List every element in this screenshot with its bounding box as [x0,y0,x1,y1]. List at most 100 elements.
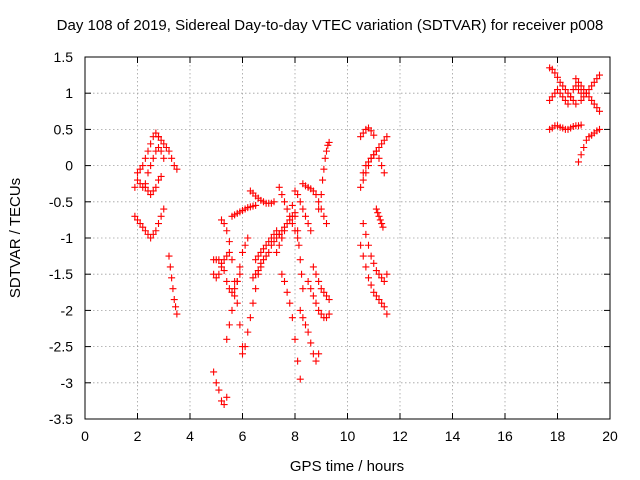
data-point [299,314,307,322]
x-tick-label: 16 [497,428,513,444]
data-point [288,220,296,228]
data-point [139,162,147,170]
series-arc-5f [372,205,387,231]
data-point [299,285,307,293]
data-point [273,227,281,235]
data-point [321,154,329,162]
data-point [212,379,220,387]
data-point [281,198,288,206]
data-point [275,241,283,249]
y-tick-label: -1.5 [49,266,73,282]
data-point [370,131,378,139]
data-point [564,100,572,108]
data-point [317,191,325,199]
data-point [281,227,288,235]
data-point [157,136,165,144]
data-point [152,183,160,191]
data-point [294,234,302,242]
data-point [134,176,141,184]
x-tick-label: 12 [392,428,408,444]
data-point [317,310,325,318]
data-point [160,205,168,213]
series-arc-2g [228,201,260,220]
data-point [218,216,225,224]
data-point [372,205,380,213]
data-point [249,274,257,282]
data-point [593,104,601,112]
data-point [168,154,176,162]
data-point [294,357,302,365]
x-tick-label: 14 [445,428,461,444]
data-point [218,263,225,271]
data-point [309,263,317,271]
data-point [307,285,315,293]
data-point [223,227,231,235]
data-point [218,397,225,405]
data-point [551,69,559,77]
data-point [593,75,601,83]
data-point [323,292,330,300]
data-point [319,176,327,184]
data-point [162,144,170,151]
data-point [559,82,567,90]
series-arc-2b [210,256,244,296]
data-point [160,154,168,162]
data-point [320,288,328,296]
chart-title: Day 108 of 2019, Sidereal Day-to-day VTE… [57,17,604,34]
data-point [572,75,580,83]
data-point [580,93,588,101]
series-arc-3c [252,227,286,264]
data-point [236,263,244,271]
series-arc-5c [359,147,388,177]
data-point [546,96,554,104]
data-point [244,328,252,336]
data-point [323,314,330,322]
x-tick-label: 0 [81,428,89,444]
x-tick-label: 6 [239,428,247,444]
data-point [141,183,149,191]
data-point [362,230,370,238]
data-point [231,292,239,300]
series-arc-2c [218,216,246,351]
data-point [367,281,375,289]
y-tick-label: -0.5 [49,194,73,210]
data-point [147,162,155,170]
data-point [252,201,260,209]
series-arc-1e [141,172,165,199]
data-point [249,299,257,307]
data-point [320,212,328,220]
data-point [231,285,239,293]
data-point [299,205,307,213]
data-point [215,270,223,278]
data-point [370,151,378,159]
data-point [315,306,323,314]
data-point [577,151,585,159]
data-point [252,256,260,264]
data-point [315,277,323,285]
series-arc-2a [210,368,231,409]
data-point [317,285,325,293]
data-point [367,127,375,135]
data-point [220,267,228,275]
data-point [131,212,139,220]
data-point [380,277,388,285]
data-point [149,154,157,162]
data-point [561,96,569,104]
data-point [155,220,162,228]
data-point [170,162,178,170]
data-point [572,100,580,108]
data-point [223,335,231,343]
data-point [281,277,288,285]
data-point [252,270,260,278]
data-point [239,350,246,358]
data-point [556,89,564,97]
data-point [155,133,162,141]
data-point [577,121,585,129]
data-point [286,299,294,307]
data-point [294,227,302,235]
series-arc-6e [572,75,603,115]
data-point [324,141,332,149]
data-point [580,144,588,151]
data-point [169,285,177,293]
